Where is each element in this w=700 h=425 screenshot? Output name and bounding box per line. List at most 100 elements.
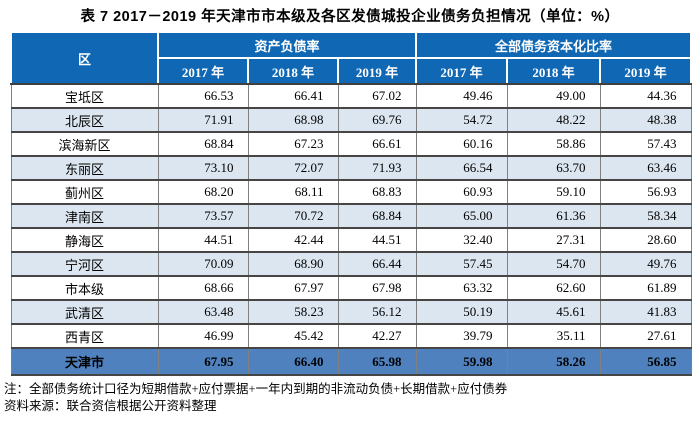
table-row: 滨海新区 68.84 67.23 66.61 60.16 58.86 57.43 (10, 132, 692, 157)
value-cell: 65.98 (337, 348, 417, 376)
total-row: 天津市 67.95 66.40 65.98 59.98 58.26 56.85 (10, 348, 692, 376)
column-header-2018-b: 2018 年 (506, 57, 602, 85)
value-cell: 68.84 (157, 132, 249, 157)
value-cell: 68.90 (247, 252, 339, 277)
value-cell: 49.00 (506, 84, 601, 109)
value-cell: 50.19 (415, 300, 508, 325)
value-cell: 66.54 (415, 156, 508, 181)
value-cell: 28.60 (599, 228, 692, 253)
region-cell: 静海区 (10, 228, 159, 253)
value-cell: 45.61 (506, 300, 601, 325)
region-cell: 东丽区 (10, 156, 159, 181)
column-header-region: 区 (10, 31, 159, 85)
value-cell: 68.83 (337, 180, 417, 205)
value-cell: 68.84 (337, 204, 417, 229)
header-year-row: 2017 年 2018 年 2019 年 2017 年 2018 年 2019 … (11, 57, 693, 85)
table-row: 津南区 73.57 70.72 68.84 65.00 61.36 58.34 (10, 204, 692, 229)
value-cell: 46.99 (157, 324, 249, 349)
value-cell: 59.98 (415, 348, 508, 376)
value-cell: 44.36 (599, 84, 692, 109)
table-row: 宝坻区 66.53 66.41 67.02 49.46 49.00 44.36 (10, 84, 692, 109)
column-group-total-debt-capitalization-ratio: 全部债务资本化比率 (415, 31, 693, 59)
value-cell: 70.72 (247, 204, 339, 229)
value-cell: 67.02 (337, 84, 417, 109)
value-cell: 39.79 (415, 324, 508, 349)
value-cell: 63.32 (415, 276, 508, 301)
column-header-2017-a: 2017 年 (157, 57, 249, 85)
value-cell: 66.53 (157, 84, 249, 109)
column-group-asset-liability-ratio: 资产负债率 (156, 31, 418, 59)
region-cell: 北辰区 (10, 108, 159, 133)
value-cell: 44.51 (157, 228, 249, 253)
value-cell: 56.12 (337, 300, 417, 325)
table-row: 蓟州区 68.20 68.11 68.83 60.93 59.10 56.93 (10, 180, 692, 205)
value-cell: 61.89 (599, 276, 692, 301)
table-header: 区 资产负债率 全部债务资本化比率 2017 年 2018 年 2019 年 2… (10, 31, 693, 85)
value-cell: 60.93 (415, 180, 508, 205)
value-cell: 66.41 (247, 84, 339, 109)
value-cell: 63.46 (599, 156, 692, 181)
value-cell: 63.48 (157, 300, 249, 325)
region-cell: 津南区 (10, 204, 159, 229)
footnote-definition: 注：全部债务统计口径为短期借款+应付票据+一年内到期的非流动负债+长期借款+应付… (4, 382, 508, 396)
value-cell: 66.61 (337, 132, 417, 157)
value-cell: 67.98 (337, 276, 417, 301)
value-cell: 68.66 (157, 276, 249, 301)
value-cell: 42.27 (337, 324, 417, 349)
value-cell: 61.36 (506, 204, 601, 229)
debt-burden-table: 区 资产负债率 全部债务资本化比率 2017 年 2018 年 2019 年 2… (10, 31, 693, 376)
value-cell: 45.42 (247, 324, 339, 349)
value-cell: 58.23 (247, 300, 339, 325)
table-row: 北辰区 71.91 68.98 69.76 54.72 48.22 48.38 (10, 108, 692, 133)
table-row: 西青区 46.99 45.42 42.27 39.79 35.11 27.61 (10, 324, 692, 349)
region-cell: 天津市 (10, 348, 159, 376)
value-cell: 56.93 (599, 180, 692, 205)
header-group-row: 区 资产负债率 全部债务资本化比率 (10, 31, 693, 85)
value-cell: 67.97 (247, 276, 339, 301)
value-cell: 62.60 (506, 276, 601, 301)
value-cell: 49.76 (599, 252, 692, 277)
table-row: 东丽区 73.10 72.07 71.93 66.54 63.70 63.46 (10, 156, 692, 181)
value-cell: 67.23 (247, 132, 339, 157)
value-cell: 54.70 (506, 252, 601, 277)
value-cell: 66.44 (337, 252, 417, 277)
value-cell: 27.61 (599, 324, 692, 349)
value-cell: 41.83 (599, 300, 692, 325)
region-cell: 西青区 (10, 324, 159, 349)
column-header-2019-a: 2019 年 (336, 57, 418, 85)
value-cell: 58.86 (506, 132, 601, 157)
value-cell: 71.91 (157, 108, 249, 133)
value-cell: 60.16 (415, 132, 508, 157)
region-cell: 市本级 (10, 276, 159, 301)
value-cell: 48.38 (599, 108, 692, 133)
value-cell: 35.11 (506, 324, 601, 349)
region-cell: 武清区 (10, 300, 159, 325)
region-cell: 蓟州区 (10, 180, 159, 205)
column-header-2017-b: 2017 年 (415, 57, 509, 85)
value-cell: 59.10 (506, 180, 601, 205)
value-cell: 42.44 (247, 228, 339, 253)
table-row: 武清区 63.48 58.23 56.12 50.19 45.61 41.83 (10, 300, 692, 325)
value-cell: 57.43 (599, 132, 692, 157)
value-cell: 68.20 (157, 180, 249, 205)
value-cell: 68.11 (247, 180, 339, 205)
table-body: 宝坻区 66.53 66.41 67.02 49.46 49.00 44.36 北辰区 71.9… (10, 84, 692, 376)
value-cell: 48.22 (506, 108, 601, 133)
page-title: 表 7 2017－2019 年天津市市本级及各区发债城投企业债务负担情况（单位：… (80, 9, 620, 25)
table-row: 市本级 68.66 67.97 67.98 63.32 62.60 61.89 (10, 276, 692, 301)
region-cell: 滨海新区 (10, 132, 159, 157)
value-cell: 27.31 (506, 228, 601, 253)
value-cell: 49.46 (415, 84, 508, 109)
value-cell: 68.98 (247, 108, 339, 133)
column-header-2018-a: 2018 年 (247, 57, 339, 85)
value-cell: 56.85 (599, 348, 692, 376)
value-cell: 44.51 (337, 228, 417, 253)
value-cell: 67.95 (157, 348, 249, 376)
value-cell: 73.57 (157, 204, 249, 229)
value-cell: 57.45 (415, 252, 508, 277)
value-cell: 70.09 (157, 252, 249, 277)
value-cell: 73.10 (157, 156, 249, 181)
footnote-source: 资料来源：联合资信根据公开资料整理 (4, 399, 217, 413)
value-cell: 32.40 (415, 228, 508, 253)
value-cell: 54.72 (415, 108, 508, 133)
